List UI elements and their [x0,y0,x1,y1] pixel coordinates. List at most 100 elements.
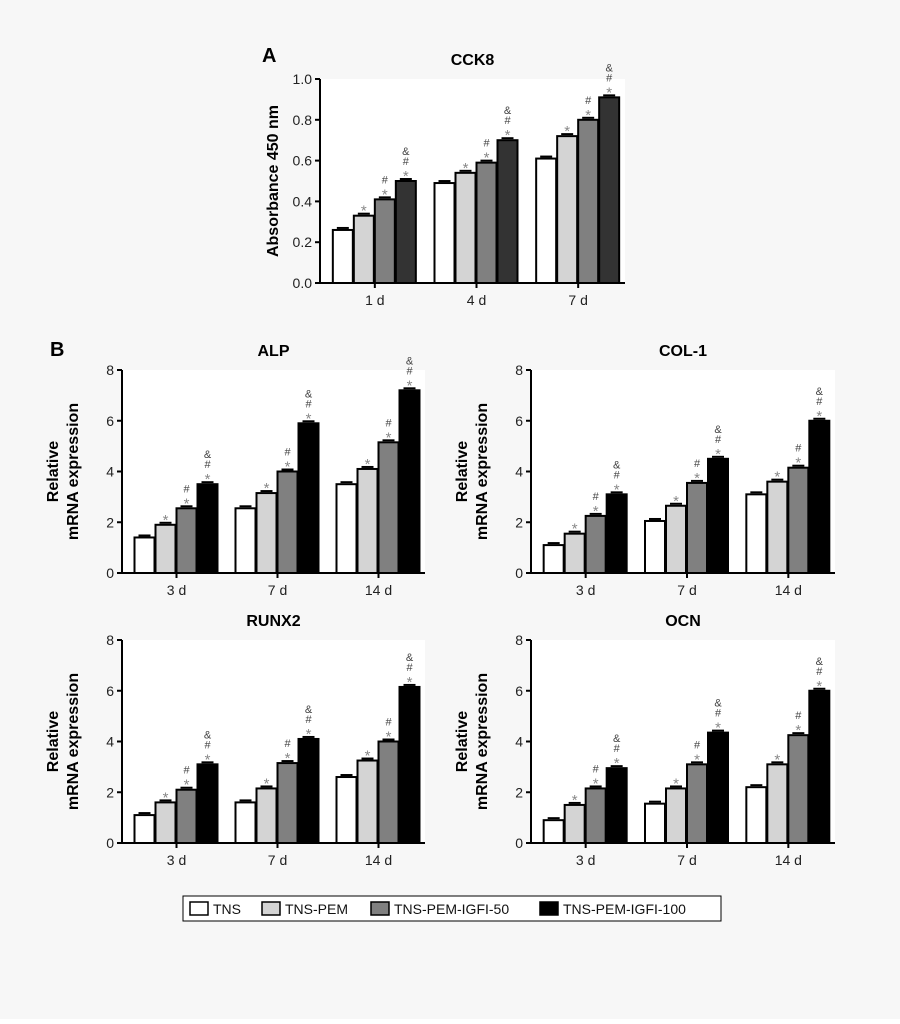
bar-tns-pem-igfi-50 [276,470,299,574]
significance-mark: * [163,512,169,529]
x-tick-label: 14 d [365,582,392,598]
legend-swatch [261,901,281,916]
significance-mark: # [715,434,722,446]
significance-mark: * [484,150,490,167]
bar-tns-pem [665,504,687,575]
x-tick-label: 7 d [268,852,287,868]
legend-entry: TNS-PEM-IGFI-100 [563,901,686,917]
bar-tns-pem-igfi-50 [276,762,299,844]
bar-tns-pem-igfi-100 [297,737,320,845]
significance-mark: & [714,424,722,436]
significance-mark: & [305,388,313,400]
legend-swatch [370,901,390,916]
x-tick-label: 7 d [568,292,587,308]
y-tick-label: 0.0 [293,275,313,291]
chart-title: RUNX2 [246,613,300,630]
significance-mark: * [694,470,700,487]
significance-mark: # [795,443,802,455]
significance-mark: & [204,449,212,461]
y-tick-label: 2 [515,514,523,530]
significance-mark: # [593,763,600,775]
bar-tns-pem [454,171,477,284]
significance-mark: * [795,455,801,472]
x-tick-label: 7 d [677,852,696,868]
bar-tns-pem-igfi-50 [787,466,810,575]
significance-mark: * [774,751,780,768]
significance-mark: & [816,656,824,668]
significance-mark: * [264,775,270,792]
legend-swatch [539,901,559,916]
significance-mark: # [305,714,312,726]
bar-tns-pem-igfi-100 [496,139,519,284]
significance-mark: # [614,469,621,481]
bar-tns [331,228,354,285]
significance-mark: * [774,469,780,486]
significance-mark: * [386,729,392,746]
bar-tns-pem [665,787,687,844]
significance-mark: * [715,446,721,463]
bar-tns-pem-igfi-100 [808,419,831,574]
bar-tns [234,507,257,575]
bar-tns [133,536,156,574]
significance-mark: & [714,698,722,710]
bar-tns-pem-igfi-50 [373,198,396,284]
x-tick-label: 3 d [576,852,595,868]
y-tick-label: 2 [106,514,114,530]
chart-title: ALP [258,343,290,360]
bar-tns-pem-igfi-50 [584,514,607,574]
bar-tns-pem-igfi-50 [377,740,400,844]
bar-tns [644,519,666,575]
significance-mark: # [816,666,823,678]
bar-tns-pem [356,467,379,574]
significance-mark: # [483,138,490,150]
y-tick-label: 0.8 [293,112,313,128]
significance-mark: * [795,722,801,739]
significance-mark: # [183,765,190,777]
significance-mark: # [795,710,802,722]
significance-mark: & [816,386,824,398]
significance-mark: * [673,493,679,510]
bar-tns-pem [563,532,586,575]
y-tick-label: 1.0 [293,71,313,87]
significance-mark: * [715,720,721,737]
y-tick-label: 4 [106,464,114,480]
significance-mark: * [816,408,822,425]
bar-tns [433,182,456,284]
significance-mark: # [284,447,291,459]
significance-mark: * [673,775,679,792]
x-tick-label: 3 d [167,852,186,868]
significance-mark: & [204,729,212,741]
bar-tns-pem [255,787,278,844]
bar-tns-pem-igfi-100 [394,180,417,284]
significance-mark: * [816,678,822,695]
significance-mark: & [605,62,613,74]
significance-mark: * [386,429,392,446]
bar-tns-pem-igfi-50 [377,441,400,574]
y-tick-label: 8 [106,632,114,648]
panel-letter-b: B [50,339,64,361]
legend-entry: TNS [213,901,241,917]
bar-tns [644,802,666,845]
bar-tns-pem [766,763,789,845]
y-axis-label: Relative [45,711,62,772]
y-tick-label: 0.6 [293,153,313,169]
significance-mark: # [385,717,392,729]
significance-mark: # [694,739,701,751]
x-tick-label: 3 d [576,582,595,598]
significance-mark: * [614,481,620,498]
y-axis-label: mRNA expression [65,673,82,810]
bar-tns [234,801,257,845]
y-tick-label: 8 [515,362,523,378]
y-tick-label: 6 [106,413,114,429]
significance-mark: & [613,733,621,745]
y-axis-label: mRNA expression [65,403,82,540]
bar-tns-pem-igfi-100 [196,763,219,845]
significance-mark: * [407,674,413,691]
x-tick-label: 14 d [365,852,392,868]
y-tick-label: 0.4 [293,193,313,209]
y-tick-label: 6 [106,683,114,699]
significance-mark: # [406,365,413,377]
significance-mark: # [385,417,392,429]
y-tick-label: 4 [515,734,523,750]
